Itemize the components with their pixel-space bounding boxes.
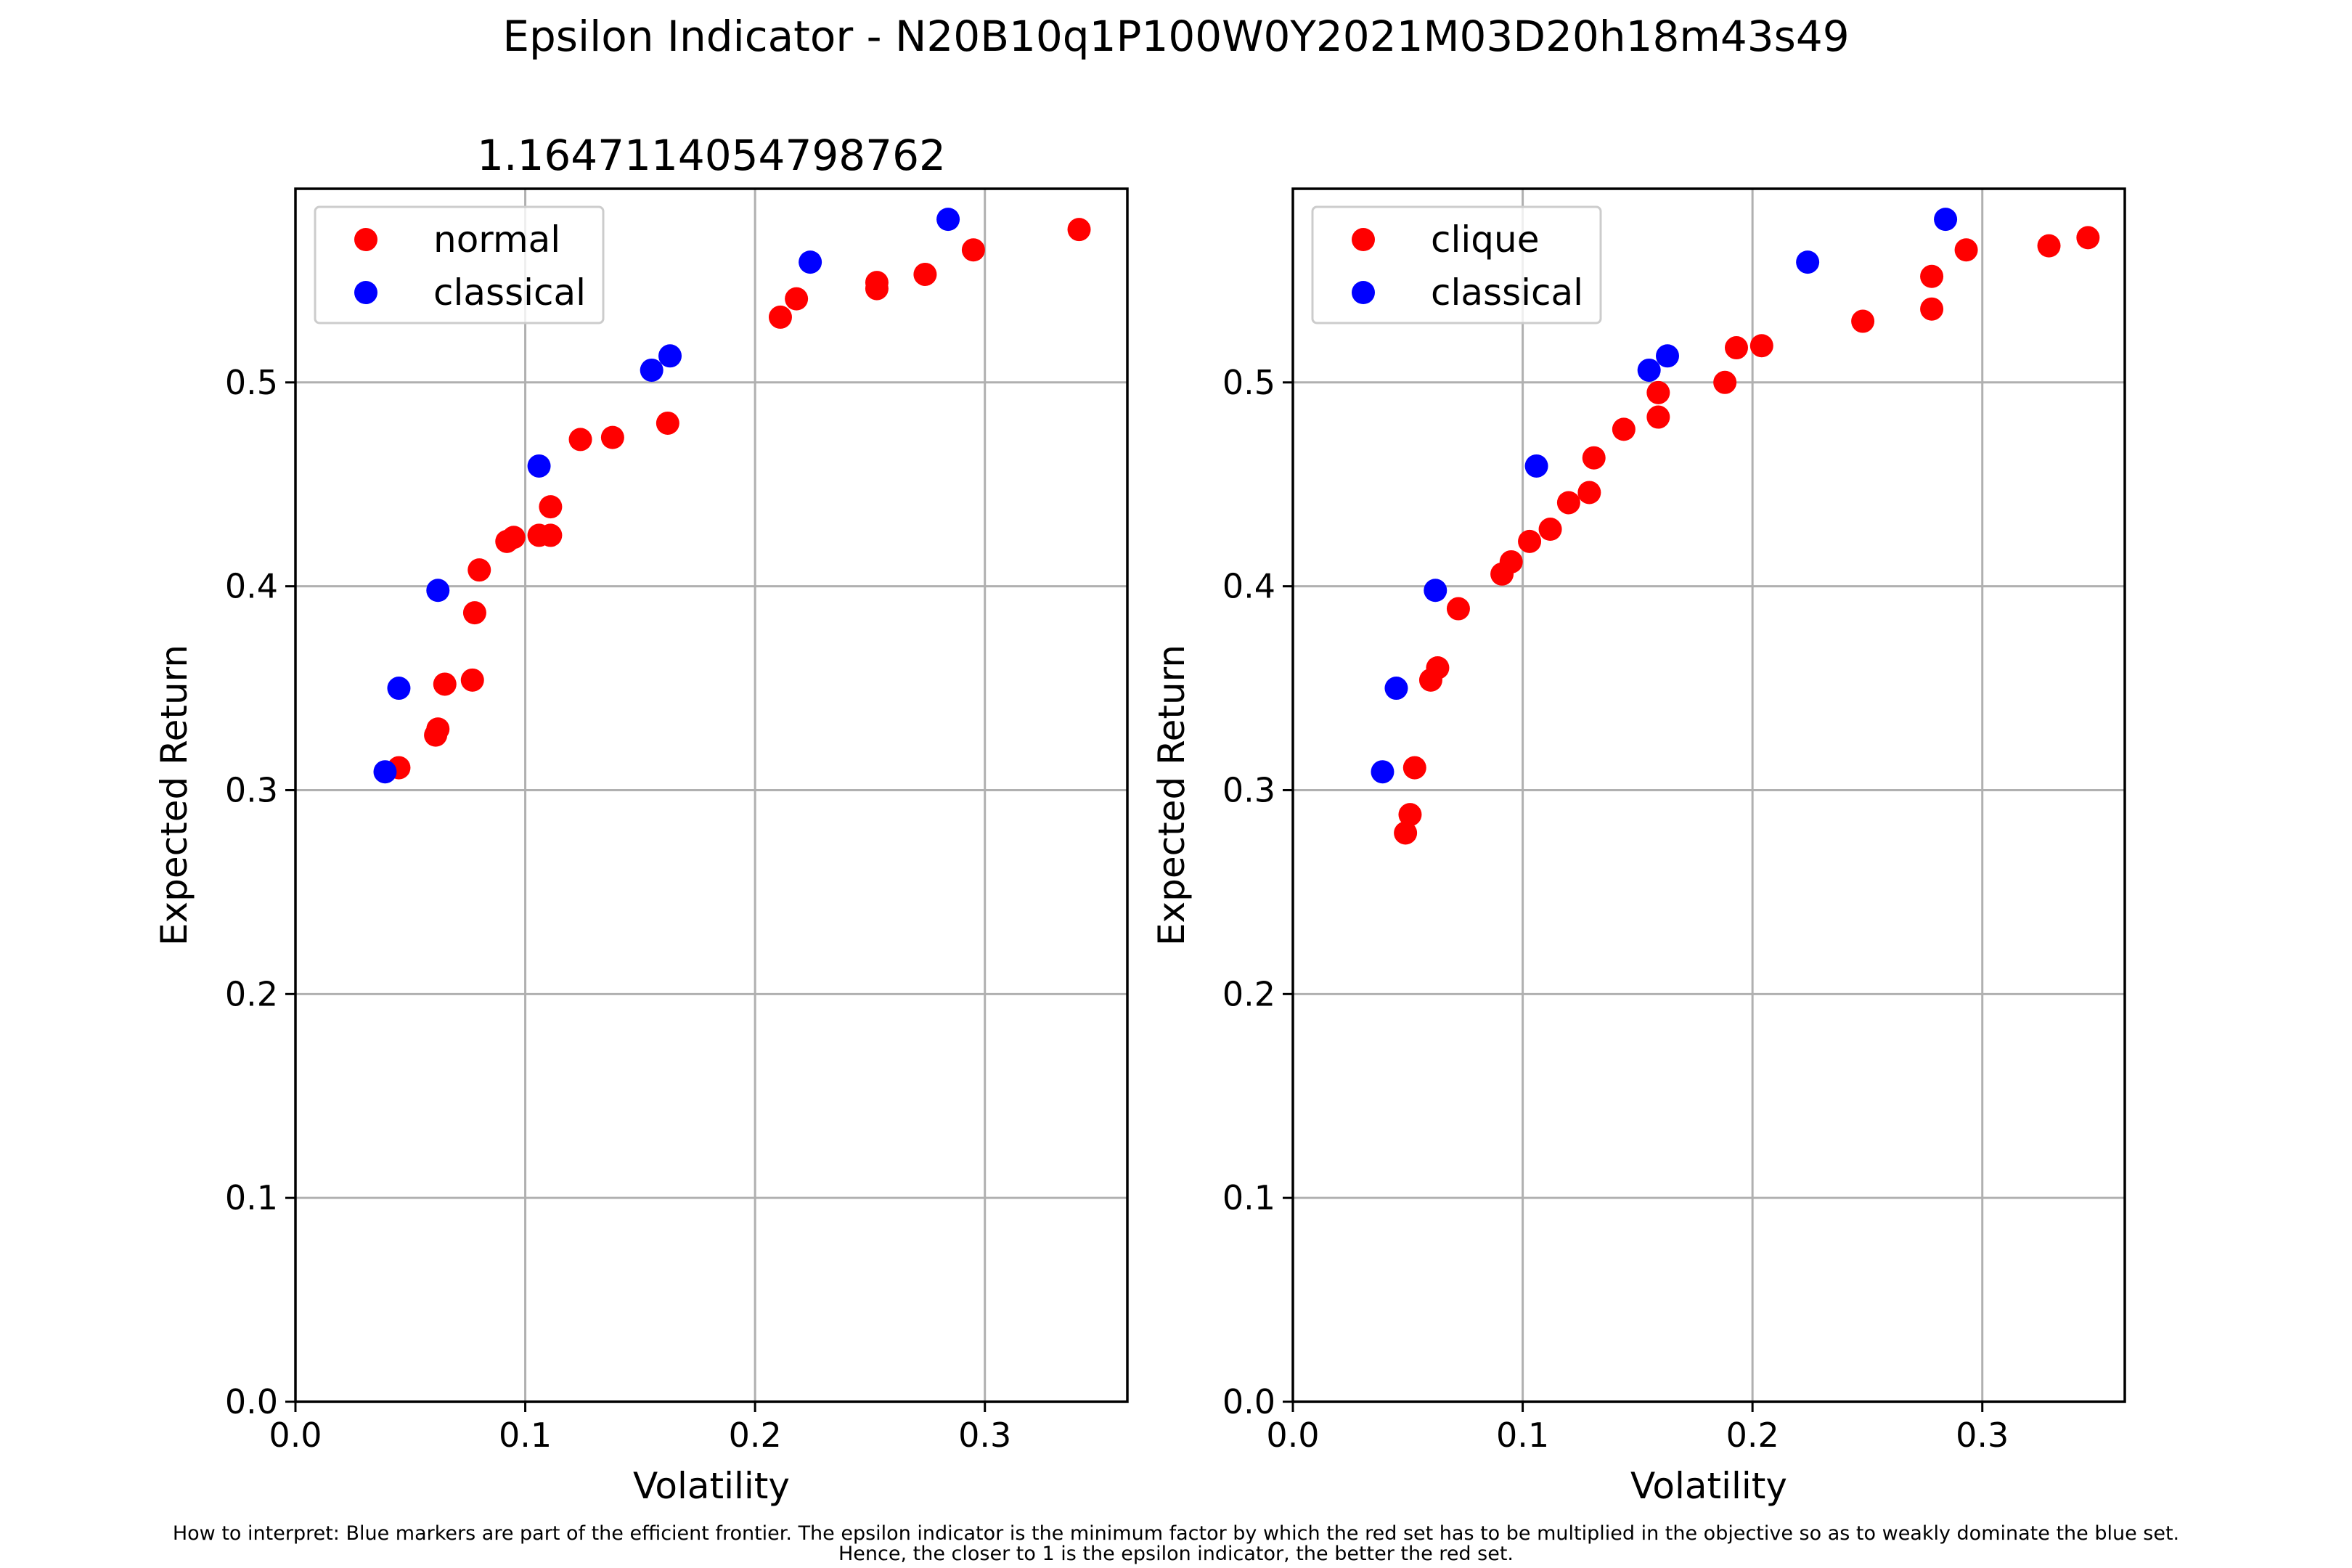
left-legend-marker-normal	[354, 228, 377, 251]
left-x-axis-label: Volatility	[633, 1465, 790, 1507]
left-classical-point	[527, 454, 551, 478]
right-classical-point	[1524, 454, 1548, 478]
left-y-tick-label: 0.4	[225, 567, 278, 606]
right-clique-point	[1954, 238, 1978, 262]
right-legend-label-classical: classical	[1431, 271, 1583, 314]
left-y-tick-label: 0.1	[225, 1178, 278, 1217]
left-y-axis-label: Expected Return	[153, 645, 195, 946]
left-y-tick-label: 0.2	[225, 974, 278, 1013]
right-classical-point	[1637, 358, 1661, 382]
left-classical-point	[936, 208, 960, 232]
right-clique-point	[1724, 336, 1748, 360]
right-legend-marker-clique	[1352, 228, 1375, 251]
right-classical-point	[1796, 250, 1820, 274]
left-classical-point	[640, 358, 663, 382]
right-legend-label-clique: clique	[1431, 219, 1539, 261]
right-clique-point	[1582, 446, 1606, 470]
right-clique-point	[1749, 334, 1773, 358]
right-x-axis-label: Volatility	[1630, 1465, 1787, 1507]
left-y-tick-label: 0.3	[225, 770, 278, 809]
footnote-line-2: Hence, the closer to 1 is the epsilon in…	[838, 1543, 1514, 1565]
right-x-tick-label: 0.3	[1956, 1416, 2009, 1455]
right-clique-point	[1851, 309, 1875, 333]
right-axes-frame	[1291, 187, 2126, 1403]
right-clique-point	[1538, 518, 1562, 542]
right-clique-point	[1499, 550, 1523, 573]
right-y-tick-label: 0.1	[1222, 1178, 1275, 1217]
right-y-tick-label: 0.5	[1222, 363, 1275, 402]
right-clique-point	[1398, 803, 1422, 827]
left-x-tick-label: 0.3	[958, 1416, 1011, 1455]
right-clique-point	[2076, 226, 2100, 250]
right-x-tick-label: 0.0	[1266, 1416, 1319, 1455]
right-y-axis-label: Expected Return	[1151, 645, 1193, 946]
right-legend-marker-classical	[1352, 281, 1375, 304]
right-clique-point	[1920, 264, 1944, 288]
left-normal-point	[600, 425, 624, 449]
left-y-tick-label: 0.5	[225, 363, 278, 402]
right-classical-point	[1371, 760, 1395, 784]
left-classical-point	[373, 760, 397, 784]
right-clique-point	[1518, 529, 1542, 553]
right-clique-point	[1646, 405, 1670, 429]
right-clique-point	[2037, 234, 2061, 258]
right-clique-point	[1612, 417, 1636, 441]
left-scatter-panel: 0.0 0.1 0.2 0.3 0.0 0.1 0.2 0.3 0.4 0.5 Volatility…	[153, 131, 1129, 1507]
right-clique-point	[1394, 821, 1418, 845]
right-y-tick-label: 0.0	[1222, 1382, 1275, 1421]
left-legend-box	[314, 205, 605, 324]
right-classical-point	[1934, 208, 1958, 232]
left-legend-marker-classical	[354, 281, 377, 304]
left-classical-point	[426, 579, 450, 603]
left-axes-frame	[294, 187, 1129, 1403]
left-normal-point	[785, 287, 809, 311]
figure-title: Epsilon Indicator - N20B10q1P100W0Y2021M…	[502, 12, 1849, 61]
right-y-tick-label: 0.3	[1222, 770, 1275, 809]
footnote-line-1: How to interpret: Blue markers are part …	[173, 1522, 2179, 1545]
left-normal-point	[539, 523, 563, 547]
right-clique-point	[1920, 297, 1944, 321]
left-normal-point	[460, 668, 484, 692]
left-normal-point	[656, 411, 679, 435]
right-x-tick-label: 0.2	[1726, 1416, 1779, 1455]
left-normal-point	[426, 717, 450, 741]
left-normal-point	[865, 271, 889, 295]
left-legend-label-classical: classical	[433, 271, 586, 314]
right-classical-point	[1656, 344, 1680, 368]
left-normal-point	[433, 672, 457, 696]
left-panel-title: 1.1647114054798762	[477, 131, 946, 180]
left-normal-point	[462, 601, 486, 625]
left-normal-point	[539, 495, 563, 519]
right-classical-point	[1384, 677, 1408, 701]
right-clique-point	[1446, 597, 1470, 621]
left-x-tick-label: 0.2	[729, 1416, 782, 1455]
left-x-tick-label: 0.0	[269, 1416, 322, 1455]
right-x-tick-label: 0.1	[1496, 1416, 1549, 1455]
right-classical-point	[1424, 579, 1447, 603]
right-clique-point	[1646, 380, 1670, 404]
left-normal-point	[768, 305, 792, 329]
left-normal-point	[913, 262, 937, 286]
right-legend-box	[1311, 205, 1602, 324]
left-normal-point	[961, 238, 985, 262]
left-classical-point	[799, 250, 822, 274]
left-y-tick-label: 0.0	[225, 1382, 278, 1421]
left-normal-point	[467, 558, 491, 582]
right-clique-point	[1426, 656, 1450, 679]
right-scatter-panel: 0.0 0.1 0.2 0.3 0.0 0.1 0.2 0.3 0.4 0.5 Volatility…	[1151, 187, 2126, 1507]
right-clique-point	[1577, 481, 1601, 505]
left-classical-point	[658, 344, 682, 368]
right-y-tick-label: 0.4	[1222, 567, 1275, 606]
left-x-tick-label: 0.1	[499, 1416, 552, 1455]
left-normal-point	[502, 526, 526, 550]
left-normal-point	[1067, 218, 1091, 242]
right-clique-point	[1402, 756, 1426, 780]
left-normal-point	[568, 428, 592, 452]
left-classical-point	[387, 677, 411, 701]
right-clique-point	[1713, 370, 1737, 394]
right-clique-point	[1556, 491, 1580, 515]
left-legend-label-normal: normal	[433, 219, 560, 261]
right-y-tick-label: 0.2	[1222, 974, 1275, 1013]
